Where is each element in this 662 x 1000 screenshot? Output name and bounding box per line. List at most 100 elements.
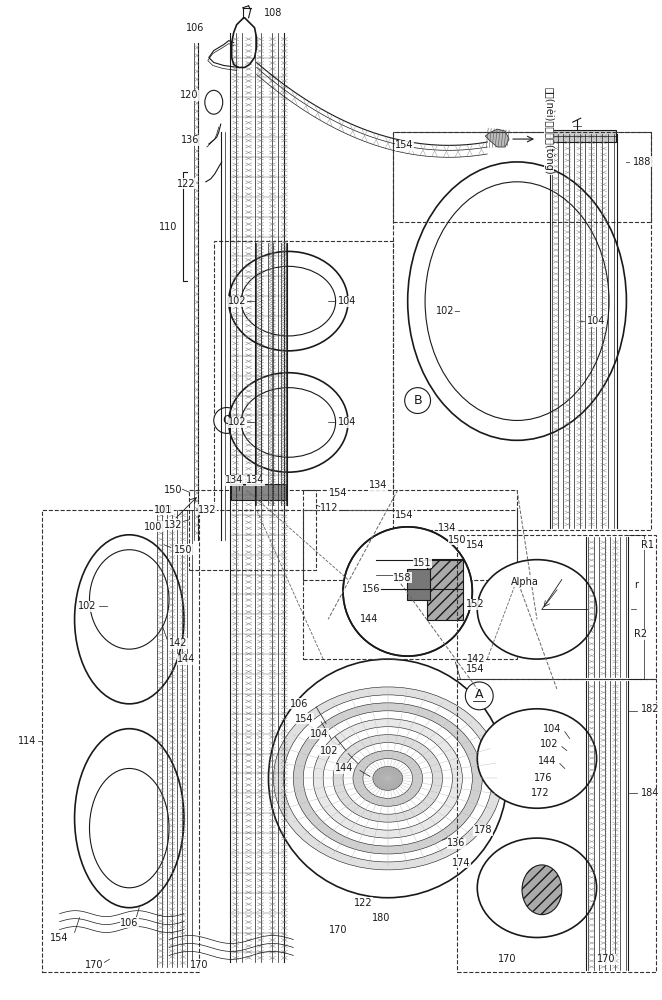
Text: 182: 182 (641, 704, 660, 714)
Text: B: B (413, 394, 422, 407)
Text: 122: 122 (177, 179, 196, 189)
Text: 154: 154 (395, 510, 414, 520)
Text: 104: 104 (544, 724, 562, 734)
Ellipse shape (228, 251, 348, 351)
Text: 156: 156 (362, 584, 381, 594)
Text: 178: 178 (474, 825, 492, 835)
Text: 112: 112 (320, 503, 339, 513)
Text: 150: 150 (174, 545, 193, 555)
Text: 106: 106 (290, 699, 308, 709)
Text: 102: 102 (228, 417, 246, 427)
FancyBboxPatch shape (407, 569, 430, 600)
Text: 132: 132 (198, 505, 216, 515)
Text: 132: 132 (164, 520, 182, 530)
Polygon shape (485, 129, 509, 147)
Text: C: C (222, 414, 231, 427)
Ellipse shape (333, 735, 442, 822)
Text: 144: 144 (359, 614, 378, 624)
Polygon shape (553, 130, 616, 142)
Text: 114: 114 (19, 736, 37, 746)
Text: 154: 154 (466, 664, 485, 674)
Text: A: A (475, 688, 483, 701)
Text: 142: 142 (169, 638, 187, 648)
Text: 154: 154 (466, 540, 485, 550)
Ellipse shape (303, 711, 472, 846)
Text: 120: 120 (180, 90, 199, 100)
Text: 106: 106 (185, 23, 204, 33)
Text: 136: 136 (448, 838, 466, 848)
Text: R1: R1 (641, 540, 654, 550)
Text: 108: 108 (263, 8, 282, 18)
Ellipse shape (477, 709, 596, 808)
Ellipse shape (313, 719, 462, 838)
Text: 150: 150 (448, 535, 467, 545)
Text: 142: 142 (467, 654, 486, 664)
Text: 102: 102 (78, 601, 97, 611)
Text: 170: 170 (498, 954, 516, 964)
Text: 104: 104 (338, 296, 356, 306)
Ellipse shape (228, 373, 348, 472)
Ellipse shape (373, 766, 402, 790)
Text: 144: 144 (538, 756, 557, 766)
Text: 170: 170 (189, 960, 208, 970)
Text: 174: 174 (452, 858, 471, 868)
Text: 136: 136 (181, 135, 199, 145)
Text: 170: 170 (597, 954, 616, 964)
Ellipse shape (477, 838, 596, 938)
Text: 102: 102 (228, 296, 246, 306)
Text: 104: 104 (338, 417, 356, 427)
FancyBboxPatch shape (427, 559, 463, 620)
Text: 154: 154 (295, 714, 313, 724)
Ellipse shape (293, 703, 482, 854)
Ellipse shape (353, 751, 422, 806)
Text: 101: 101 (156, 505, 174, 515)
Text: 134: 134 (246, 475, 265, 485)
Text: 172: 172 (531, 788, 550, 798)
Ellipse shape (522, 865, 562, 915)
Text: Alpha: Alpha (511, 577, 539, 587)
Text: 154: 154 (329, 488, 348, 498)
Text: 188: 188 (634, 157, 652, 167)
Circle shape (404, 388, 430, 413)
Text: 104: 104 (310, 729, 328, 739)
Polygon shape (230, 484, 287, 500)
Text: 122: 122 (354, 898, 372, 908)
Text: 102: 102 (436, 306, 454, 316)
Text: 110: 110 (159, 222, 177, 232)
Text: R2: R2 (634, 629, 647, 639)
Text: 152: 152 (466, 599, 485, 609)
Ellipse shape (75, 729, 184, 908)
Text: 151: 151 (413, 558, 432, 568)
Text: 144: 144 (334, 763, 353, 773)
Text: 134: 134 (369, 480, 387, 490)
Text: 101: 101 (154, 505, 172, 515)
Text: 102: 102 (540, 739, 559, 749)
Text: 150: 150 (164, 485, 182, 495)
Text: 180: 180 (371, 913, 390, 923)
Text: 106: 106 (120, 918, 138, 928)
Text: 176: 176 (534, 773, 553, 783)
Ellipse shape (205, 90, 222, 114)
Text: 102: 102 (320, 746, 338, 756)
Circle shape (465, 682, 493, 710)
Ellipse shape (323, 727, 452, 830)
Text: 170: 170 (329, 925, 348, 935)
Ellipse shape (283, 695, 492, 862)
Text: 170: 170 (85, 960, 104, 970)
Ellipse shape (363, 759, 412, 798)
Text: 100: 100 (144, 522, 162, 532)
Circle shape (214, 408, 240, 433)
Text: 134: 134 (224, 475, 243, 485)
Circle shape (343, 527, 472, 656)
Ellipse shape (408, 162, 626, 440)
Ellipse shape (75, 535, 184, 704)
Text: 至內(nèi)窺鏡系統(tǒng): 至內(nèi)窺鏡系統(tǒng) (544, 87, 554, 175)
Ellipse shape (273, 687, 502, 870)
Circle shape (269, 659, 507, 898)
Text: 154: 154 (50, 933, 69, 943)
Ellipse shape (477, 560, 596, 659)
Text: 134: 134 (438, 523, 457, 533)
Text: 184: 184 (641, 788, 660, 798)
Text: 158: 158 (393, 573, 412, 583)
Ellipse shape (343, 743, 432, 814)
